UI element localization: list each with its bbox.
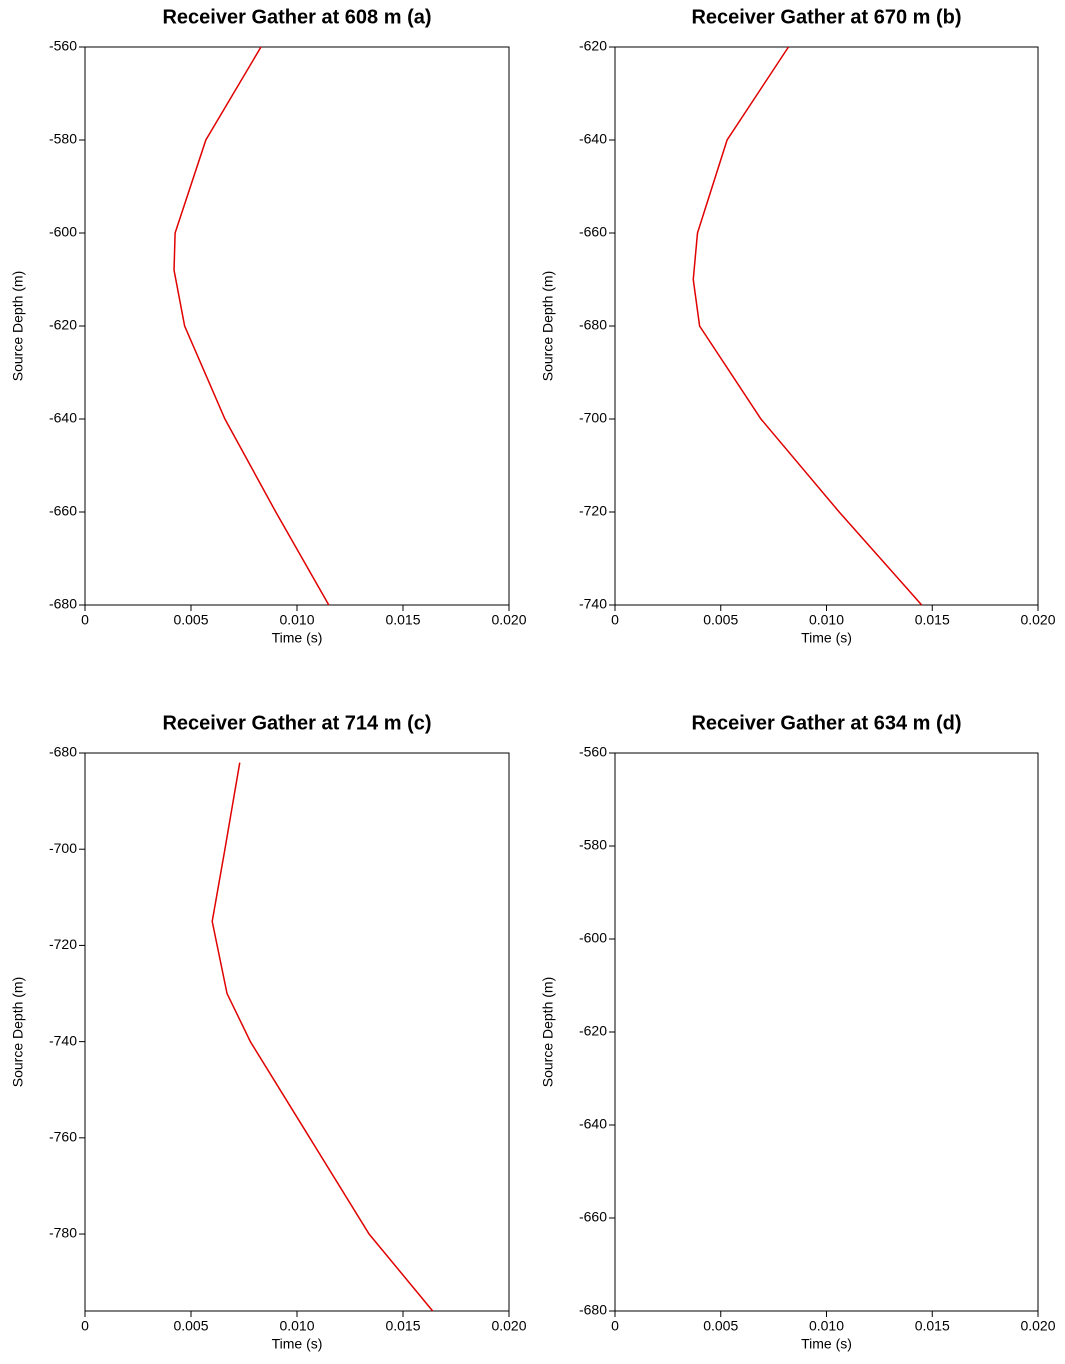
y-axis-label: Source Depth (m)	[10, 977, 26, 1087]
y-axis-label: Source Depth (m)	[10, 271, 26, 381]
y-tick-label: -740	[49, 1032, 77, 1048]
y-tick-label: -680	[579, 1302, 607, 1318]
plot-frame	[614, 752, 1039, 1312]
chart-title: Receiver Gather at 634 m (d)	[691, 712, 961, 734]
x-tick-label: 0.020	[1020, 1318, 1055, 1334]
x-tick-label: 0.015	[385, 612, 420, 628]
x-tick-label: 0.005	[173, 1318, 208, 1334]
y-tick-label: -660	[49, 503, 77, 519]
x-tick-label: 0	[81, 1318, 89, 1334]
y-axis-label: Source Depth (m)	[540, 271, 556, 381]
y-tick-label: -700	[49, 840, 77, 856]
x-tick-label: 0.015	[915, 612, 950, 628]
y-tick-label: -700	[579, 410, 607, 426]
y-tick-label: -720	[579, 503, 607, 519]
x-tick-label: 0	[611, 612, 619, 628]
y-tick-label: -720	[49, 936, 77, 952]
y-tick-label: -660	[579, 1209, 607, 1225]
y-tick-label: -620	[579, 38, 607, 54]
y-axis-label: Source Depth (m)	[540, 977, 556, 1087]
first-arrival-curve	[692, 46, 923, 606]
y-tick-label: -780	[49, 1225, 77, 1241]
y-tick-label: -680	[49, 744, 77, 760]
x-tick-label: 0.005	[173, 612, 208, 628]
y-tick-label: -560	[579, 744, 607, 760]
y-tick-label: -560	[49, 38, 77, 54]
x-tick-label: 0.010	[279, 612, 314, 628]
chart-title: Receiver Gather at 608 m (a)	[162, 6, 431, 28]
x-tick-label: 0.015	[915, 1318, 950, 1334]
y-tick-label: -580	[49, 131, 77, 147]
y-tick-label: -640	[579, 131, 607, 147]
y-tick-label: -680	[49, 596, 77, 612]
x-tick-label: 0.020	[491, 1318, 526, 1334]
x-axis-label: Time (s)	[801, 1336, 852, 1352]
y-tick-label: -620	[579, 1023, 607, 1039]
y-tick-label: -660	[579, 224, 607, 240]
first-arrival-curve	[211, 762, 434, 1312]
x-tick-label: 0.020	[1020, 612, 1055, 628]
x-tick-label: 0.015	[385, 1318, 420, 1334]
x-axis-label: Time (s)	[801, 630, 852, 646]
x-tick-label: 0.010	[279, 1318, 314, 1334]
x-tick-label: 0.005	[703, 1318, 738, 1334]
x-axis-label: Time (s)	[272, 630, 323, 646]
x-axis-label: Time (s)	[272, 1336, 323, 1352]
plot-frame	[614, 46, 1039, 606]
x-tick-label: 0.010	[809, 612, 844, 628]
plot-frame	[84, 752, 510, 1312]
x-tick-label: 0.005	[703, 612, 738, 628]
x-tick-label: 0	[611, 1318, 619, 1334]
y-tick-label: -640	[49, 410, 77, 426]
chart-title: Receiver Gather at 670 m (b)	[691, 6, 961, 28]
first-arrival-curve	[173, 46, 330, 606]
y-tick-label: -760	[49, 1129, 77, 1145]
y-tick-label: -640	[579, 1116, 607, 1132]
y-tick-label: -680	[579, 317, 607, 333]
chart-title: Receiver Gather at 714 m (c)	[162, 712, 431, 734]
y-tick-label: -580	[579, 837, 607, 853]
y-tick-label: -740	[579, 596, 607, 612]
y-tick-label: -600	[49, 224, 77, 240]
x-tick-label: 0.020	[491, 612, 526, 628]
plot-frame	[84, 46, 510, 606]
y-tick-label: -600	[579, 930, 607, 946]
x-tick-label: 0.010	[809, 1318, 844, 1334]
y-tick-label: -620	[49, 317, 77, 333]
x-tick-label: 0	[81, 612, 89, 628]
